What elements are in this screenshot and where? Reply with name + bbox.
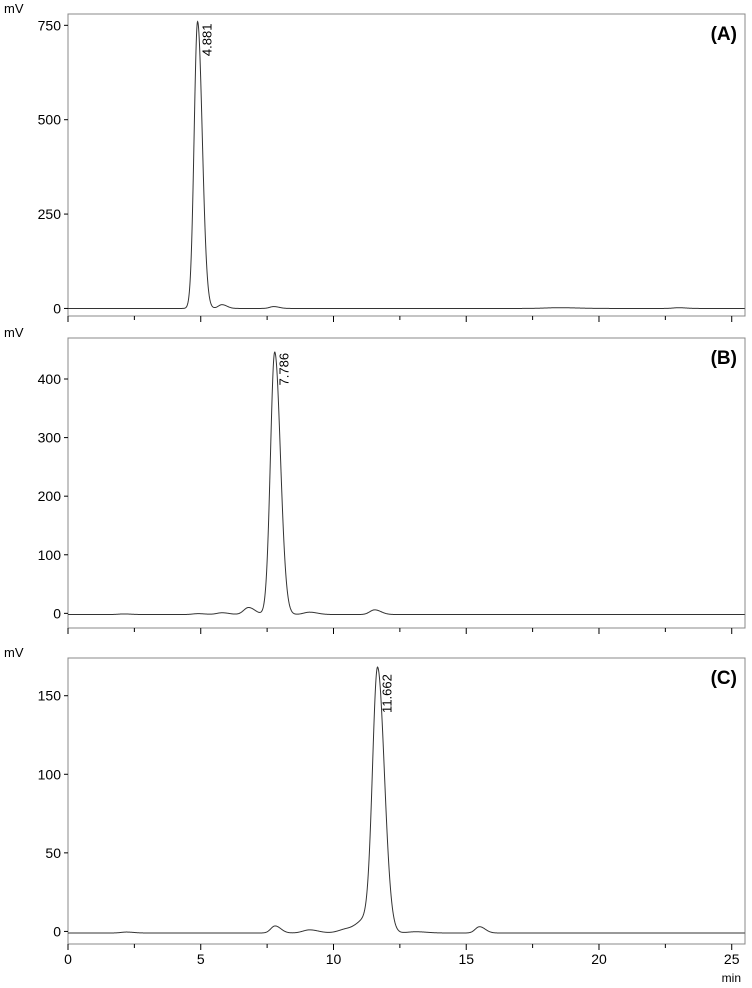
y-tick-label: 400 — [38, 371, 62, 387]
y-tick-label: 250 — [38, 206, 62, 222]
panel-label: (A) — [711, 24, 737, 45]
plot-frame — [67, 337, 746, 629]
x-tick-label: 25 — [724, 951, 740, 967]
peak-retention-label: 11.662 — [380, 674, 395, 713]
plot-frame — [67, 657, 746, 945]
y-tick-label: 150 — [38, 688, 62, 704]
chart-panel-1: mV 0 250 500 750 4.881 (A) — [4, 1, 746, 322]
chromatogram-trace — [68, 351, 745, 616]
x-tick-label: 20 — [591, 951, 607, 967]
x-tick-label: 0 — [64, 951, 72, 967]
x-tick-label: 15 — [458, 951, 474, 967]
y-tick-label: 500 — [38, 112, 62, 128]
y-axis-unit-label: mV — [4, 325, 24, 340]
y-tick-label: 0 — [53, 300, 61, 316]
plot-frame — [67, 13, 746, 317]
y-axis-unit-label: mV — [4, 1, 24, 16]
panel-label: (C) — [711, 668, 737, 689]
y-tick-label: 200 — [38, 488, 62, 504]
chromatogram-trace — [68, 666, 745, 934]
x-tick-label: 5 — [197, 951, 205, 967]
y-axis-unit-label: mV — [4, 645, 24, 660]
y-tick-label: 100 — [38, 766, 62, 782]
x-axis-unit-label: min — [722, 971, 741, 985]
y-tick-label: 0 — [53, 605, 61, 621]
x-tick-label: 10 — [326, 951, 342, 967]
y-tick-label: 750 — [38, 17, 62, 33]
y-tick-label: 100 — [38, 547, 62, 563]
chart-panel-2: mV 0 100 200 300 400 7.786 (B) — [4, 325, 746, 634]
chromatogram-trace — [68, 20, 745, 309]
peak-retention-label: 7.786 — [277, 353, 292, 386]
panel-label: (B) — [711, 348, 737, 369]
peak-retention-label: 4.881 — [200, 24, 215, 57]
y-tick-label: 0 — [53, 923, 61, 939]
chart-panel-3: mV 0 50 100 150 0 5 10 15 20 25 min 11.662 (C) — [4, 645, 746, 985]
y-tick-label: 50 — [45, 845, 61, 861]
y-tick-label: 300 — [38, 430, 62, 446]
